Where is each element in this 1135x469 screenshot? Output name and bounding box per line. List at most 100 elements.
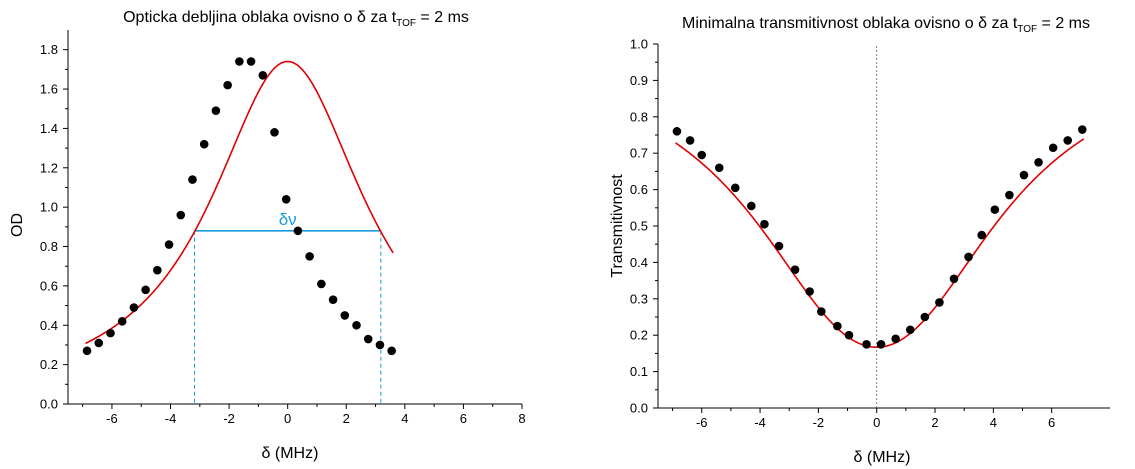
transmittance-chart-data-point bbox=[714, 163, 724, 173]
transmittance-chart-x-tick-label: 0 bbox=[873, 415, 880, 430]
od-chart-data-point bbox=[199, 139, 209, 149]
transmittance-chart-data-point bbox=[935, 298, 944, 307]
transmittance-chart-data-point bbox=[1063, 136, 1073, 145]
od-chart-data-point bbox=[129, 303, 139, 312]
od-chart-ylabel: OD bbox=[9, 213, 26, 237]
transmittance-chart-y-tick-label: 0.0 bbox=[630, 401, 648, 416]
transmittance-chart-y-tick-label: 1.0 bbox=[630, 37, 648, 52]
transmittance-chart-data-point bbox=[1077, 125, 1087, 134]
od-chart-y-tick-label: 1.8 bbox=[40, 42, 58, 57]
od-chart-fwhm-label: δν bbox=[279, 210, 297, 229]
transmittance-chart-data-point bbox=[760, 219, 769, 229]
transmittance-chart-data-point bbox=[876, 340, 886, 349]
transmittance-chart-data-point bbox=[685, 136, 695, 145]
transmittance-chart-data-point bbox=[862, 340, 871, 349]
transmittance-chart-data-point bbox=[805, 287, 814, 296]
od-chart-fit-curve bbox=[85, 60, 394, 345]
transmittance-chart-x-tick-label: 6 bbox=[1048, 415, 1055, 430]
od-chart-data-point bbox=[328, 295, 338, 304]
transmittance-chart-data-point bbox=[833, 321, 842, 331]
transmittance-chart-data-point bbox=[1005, 190, 1014, 200]
transmittance-chart-y-tick-label: 0.1 bbox=[630, 364, 648, 379]
od-chart-title-tail: = 2 ms bbox=[416, 9, 469, 26]
transmittance-chart-plot: -6 -4 -2 0 2 4 6 0.0 0.1 0.2 0.3 0.4 0.5 0.6 0.7 0.8 0.9… bbox=[630, 37, 1110, 430]
transmittance-chart: Minimalna transmitivnost oblaka ovisno o… bbox=[609, 15, 1110, 466]
od-chart-data-point bbox=[82, 346, 92, 356]
od-chart-y-tick-label: 1.0 bbox=[40, 200, 58, 215]
od-chart-data-point bbox=[94, 338, 104, 348]
transmittance-chart-y-tick-label: 0.2 bbox=[630, 328, 648, 343]
od-chart-data-point bbox=[352, 320, 361, 330]
od-chart-y-tick-label: 1.2 bbox=[40, 160, 58, 175]
transmittance-chart-title-sub: TOF bbox=[1017, 24, 1037, 35]
od-chart-data-point bbox=[246, 57, 256, 66]
transmittance-chart-ylabel: Transmitivnost bbox=[609, 174, 626, 278]
transmittance-chart-data-point bbox=[1019, 170, 1029, 180]
transmittance-chart-y-tick-label: 0.5 bbox=[630, 219, 648, 234]
transmittance-chart-y-tick-label: 0.6 bbox=[630, 182, 648, 197]
transmittance-chart-y-tick-label: 0.9 bbox=[630, 73, 648, 88]
od-chart-data-point bbox=[153, 265, 162, 275]
transmittance-chart-x-tick-label: -2 bbox=[813, 415, 825, 430]
transmittance-chart-data-point bbox=[697, 150, 707, 160]
od-chart: Opticka debljina oblaka ovisno o δ za tT… bbox=[9, 9, 526, 462]
od-chart-title-sub: TOF bbox=[396, 18, 416, 29]
od-chart-title-main: Opticka debljina oblaka ovisno o δ za t bbox=[123, 9, 397, 26]
od-chart-y-tick-label: 0.2 bbox=[40, 357, 58, 372]
od-chart-xlabel: δ (MHz) bbox=[262, 445, 319, 462]
od-chart-x-tick-label: 4 bbox=[401, 411, 408, 426]
transmittance-chart-data-point bbox=[774, 241, 784, 251]
od-chart-data-point bbox=[375, 340, 385, 350]
transmittance-chart-data-point bbox=[790, 265, 800, 274]
transmittance-chart-title-tail: = 2 ms bbox=[1037, 15, 1090, 32]
od-chart-y-tick-label: 1.4 bbox=[40, 121, 58, 136]
od-chart-x-tick-label: -4 bbox=[165, 411, 177, 426]
transmittance-chart-data-point bbox=[672, 127, 682, 136]
od-chart-data-point bbox=[387, 346, 396, 356]
od-chart-data-point bbox=[305, 252, 314, 261]
transmittance-chart-y-tick-label: 0.4 bbox=[630, 255, 648, 270]
od-chart-title: Opticka debljina oblaka ovisno o δ za tT… bbox=[123, 9, 469, 29]
od-chart-data-point bbox=[270, 128, 279, 137]
transmittance-chart-data-point bbox=[747, 201, 756, 211]
transmittance-chart-title: Minimalna transmitivnost oblaka ovisno o… bbox=[682, 15, 1090, 35]
transmittance-chart-x-tick-label: -4 bbox=[754, 415, 766, 430]
transmittance-chart-data-point bbox=[844, 330, 854, 340]
od-chart-y-tick-label: 1.6 bbox=[40, 82, 58, 97]
od-chart-x-tick-label: 6 bbox=[460, 411, 467, 426]
transmittance-chart-data-point bbox=[905, 325, 915, 335]
transmittance-chart-title-main: Minimalna transmitivnost oblaka ovisno o… bbox=[682, 15, 1018, 32]
od-chart-data-point bbox=[106, 328, 115, 338]
transmittance-chart-data-point bbox=[964, 252, 973, 262]
transmittance-chart-data-point bbox=[920, 312, 930, 322]
transmittance-chart-x-tick-label: 4 bbox=[990, 415, 997, 430]
transmittance-chart-data-point bbox=[949, 274, 959, 284]
od-chart-data-point bbox=[188, 175, 197, 184]
od-chart-x-tick-label: -6 bbox=[106, 411, 118, 426]
transmittance-chart-x-tick-label: 2 bbox=[931, 415, 938, 430]
transmittance-chart-x-tick-label: -6 bbox=[696, 415, 708, 430]
od-chart-y-tick-label: 0.0 bbox=[40, 397, 58, 412]
transmittance-chart-xlabel: δ (MHz) bbox=[854, 449, 911, 466]
od-chart-x-tick-label: 2 bbox=[343, 411, 350, 426]
od-chart-data-point bbox=[117, 317, 127, 326]
od-chart-data-point bbox=[317, 279, 326, 289]
od-chart-data-point bbox=[211, 106, 221, 116]
transmittance-chart-data-point bbox=[1034, 158, 1043, 167]
od-chart-data-point bbox=[340, 311, 350, 320]
transmittance-chart-y-tick-label: 0.8 bbox=[630, 109, 648, 124]
od-chart-y-tick-label: 0.6 bbox=[40, 278, 58, 293]
transmittance-chart-data-point bbox=[817, 307, 826, 316]
od-chart-y-tick-label: 0.8 bbox=[40, 239, 58, 254]
transmittance-chart-data-point bbox=[977, 230, 986, 240]
od-chart-data-point bbox=[164, 240, 174, 249]
od-chart-data-point bbox=[258, 70, 268, 80]
transmittance-chart-data-point bbox=[730, 183, 740, 193]
transmittance-chart-data-point bbox=[1048, 143, 1058, 153]
od-chart-data-point bbox=[281, 194, 291, 204]
transmittance-chart-data-point bbox=[891, 334, 900, 344]
transmittance-chart-y-tick-label: 0.7 bbox=[630, 146, 648, 161]
od-chart-x-tick-label: -2 bbox=[223, 411, 235, 426]
od-chart-x-tick-label: 0 bbox=[284, 411, 291, 426]
